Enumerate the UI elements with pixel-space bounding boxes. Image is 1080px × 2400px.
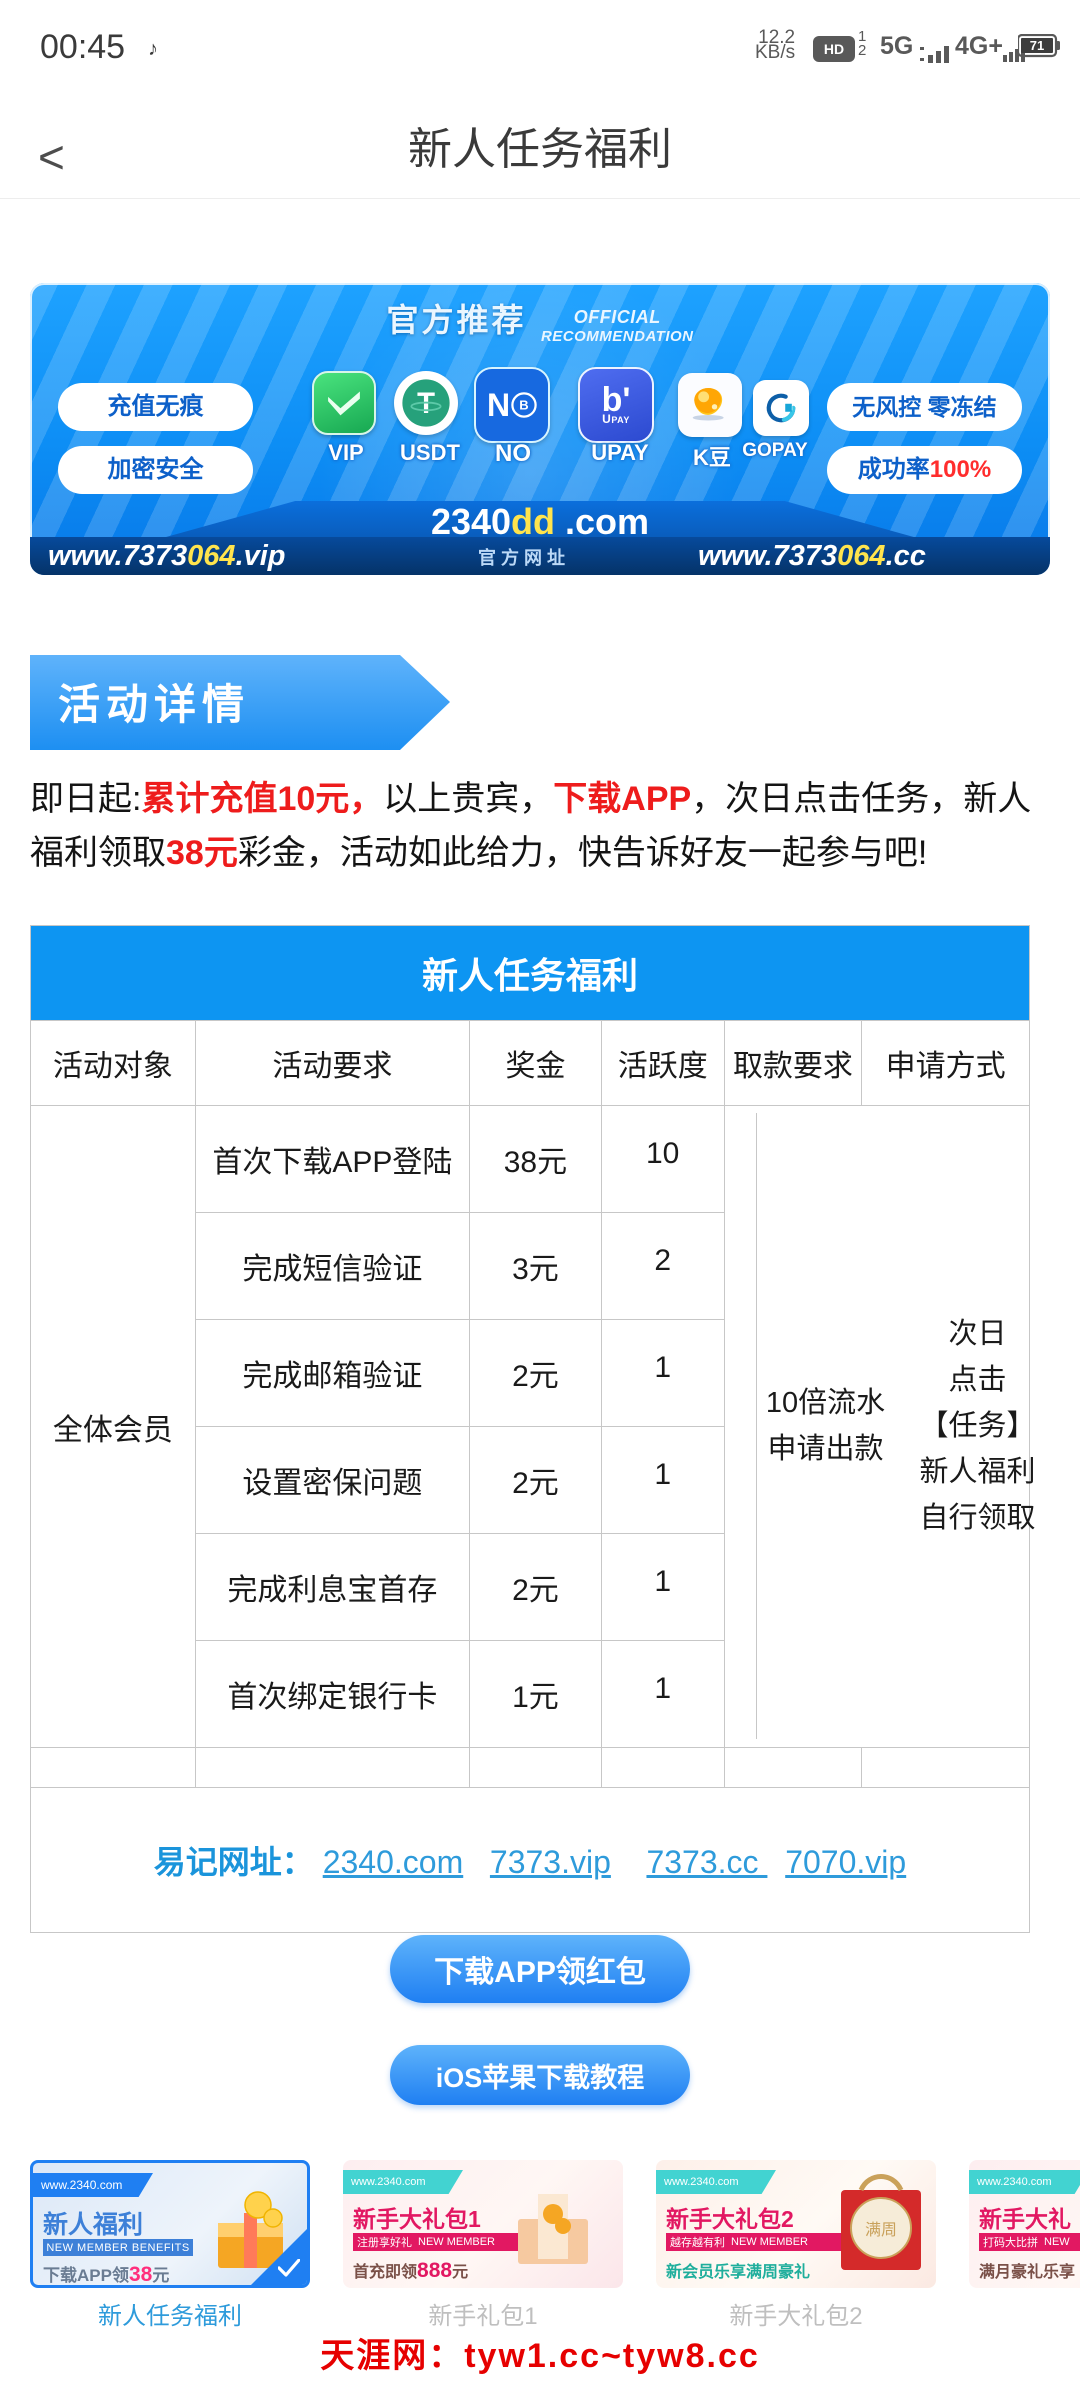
svg-text:B: B — [519, 398, 528, 413]
svg-text:71: 71 — [1030, 38, 1044, 53]
svg-text:满周: 满周 — [865, 2221, 897, 2239]
svg-text:T: T — [417, 388, 435, 420]
